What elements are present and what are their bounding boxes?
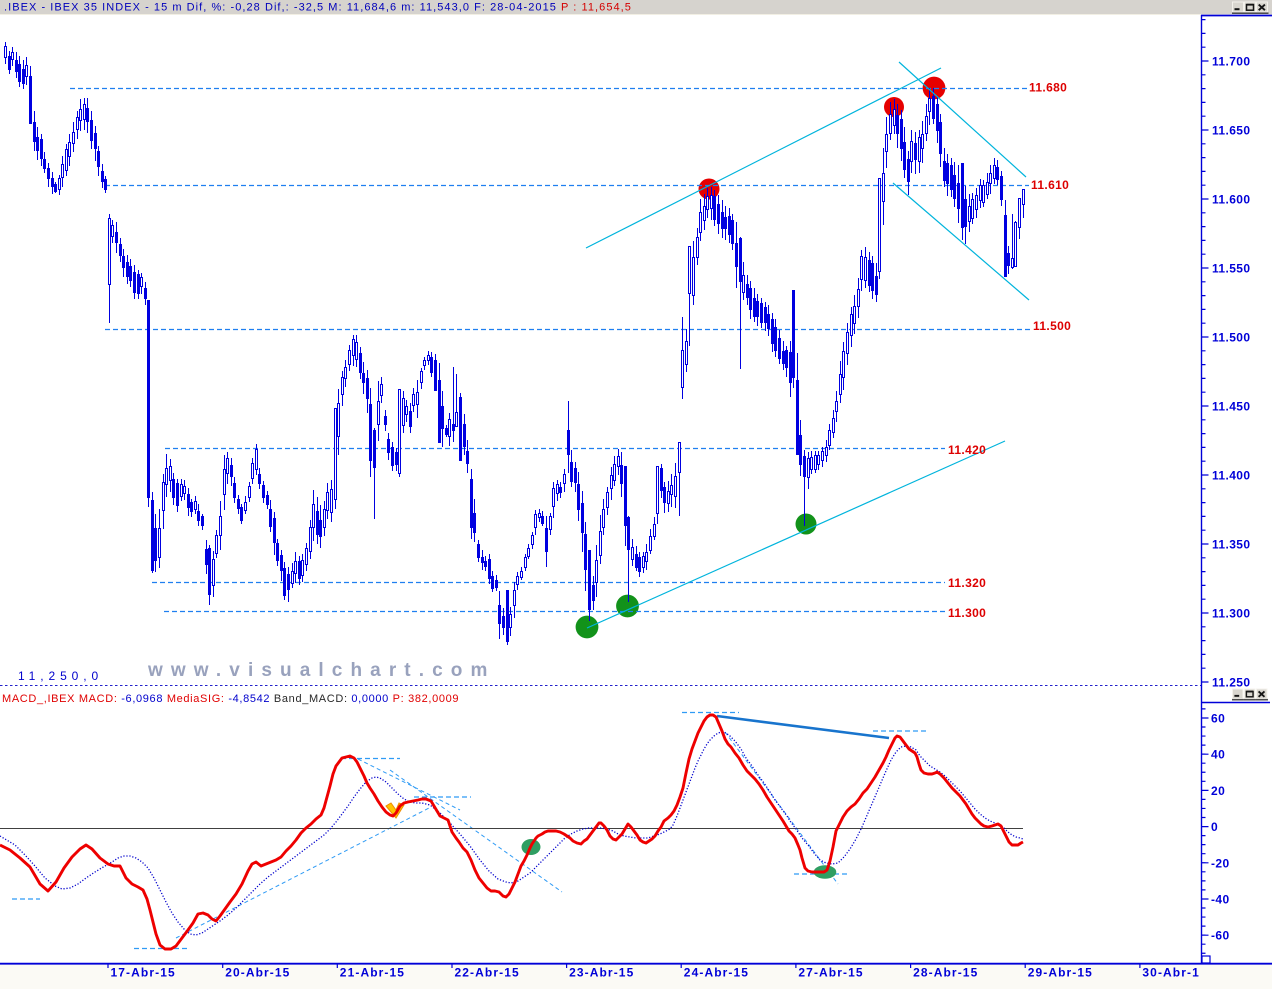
svg-text:11.700: 11.700: [1212, 55, 1250, 69]
svg-text:20-Abr-15: 20-Abr-15: [225, 966, 290, 980]
svg-text:21-Abr-15: 21-Abr-15: [340, 966, 405, 980]
svg-text:23-Abr-15: 23-Abr-15: [569, 966, 634, 980]
svg-text:11.420: 11.420: [948, 443, 986, 457]
svg-text:20: 20: [1211, 784, 1225, 798]
svg-text:11.300: 11.300: [948, 606, 986, 620]
svg-text:11.400: 11.400: [1212, 469, 1250, 483]
svg-text:11.500: 11.500: [1033, 319, 1071, 333]
svg-text:11.500: 11.500: [1212, 331, 1250, 345]
svg-text:-20: -20: [1211, 856, 1230, 870]
svg-text:0: 0: [1211, 820, 1218, 834]
svg-text:11.550: 11.550: [1212, 262, 1250, 276]
svg-text:www.visualchart.com: www.visualchart.com: [147, 660, 495, 681]
svg-text:.IBEX - IBEX 35 INDEX - 15 m: .IBEX - IBEX 35 INDEX - 15 m Dif, %: -0,…: [4, 2, 632, 14]
svg-text:11.680: 11.680: [1029, 81, 1067, 95]
svg-text:29-Abr-15: 29-Abr-15: [1028, 966, 1093, 980]
svg-text:30-Abr-1: 30-Abr-1: [1142, 966, 1199, 980]
svg-text:-40: -40: [1211, 893, 1230, 907]
svg-text:11.610: 11.610: [1031, 178, 1069, 192]
svg-text:11.350: 11.350: [1212, 538, 1250, 552]
svg-text:22-Abr-15: 22-Abr-15: [455, 966, 520, 980]
svg-text:11.650: 11.650: [1212, 124, 1250, 138]
svg-text:28-Abr-15: 28-Abr-15: [913, 966, 978, 980]
svg-text:-60: -60: [1211, 929, 1230, 943]
svg-text:11.300: 11.300: [1212, 607, 1250, 621]
svg-text:11,250,0: 11,250,0: [18, 669, 103, 683]
svg-text:11.320: 11.320: [948, 576, 986, 590]
svg-text:40: 40: [1211, 748, 1225, 762]
svg-text:17-Abr-15: 17-Abr-15: [111, 966, 176, 980]
svg-text:60: 60: [1211, 712, 1225, 726]
svg-text:11.250: 11.250: [1212, 676, 1250, 690]
svg-text:24-Abr-15: 24-Abr-15: [684, 966, 749, 980]
svg-text:11.600: 11.600: [1212, 193, 1250, 207]
svg-text:11.450: 11.450: [1212, 400, 1250, 414]
svg-text:MACD_,IBEX MACD: -6,0968 Media: MACD_,IBEX MACD: -6,0968 MediaSIG: -4,85…: [2, 693, 459, 705]
svg-text:27-Abr-15: 27-Abr-15: [798, 966, 863, 980]
